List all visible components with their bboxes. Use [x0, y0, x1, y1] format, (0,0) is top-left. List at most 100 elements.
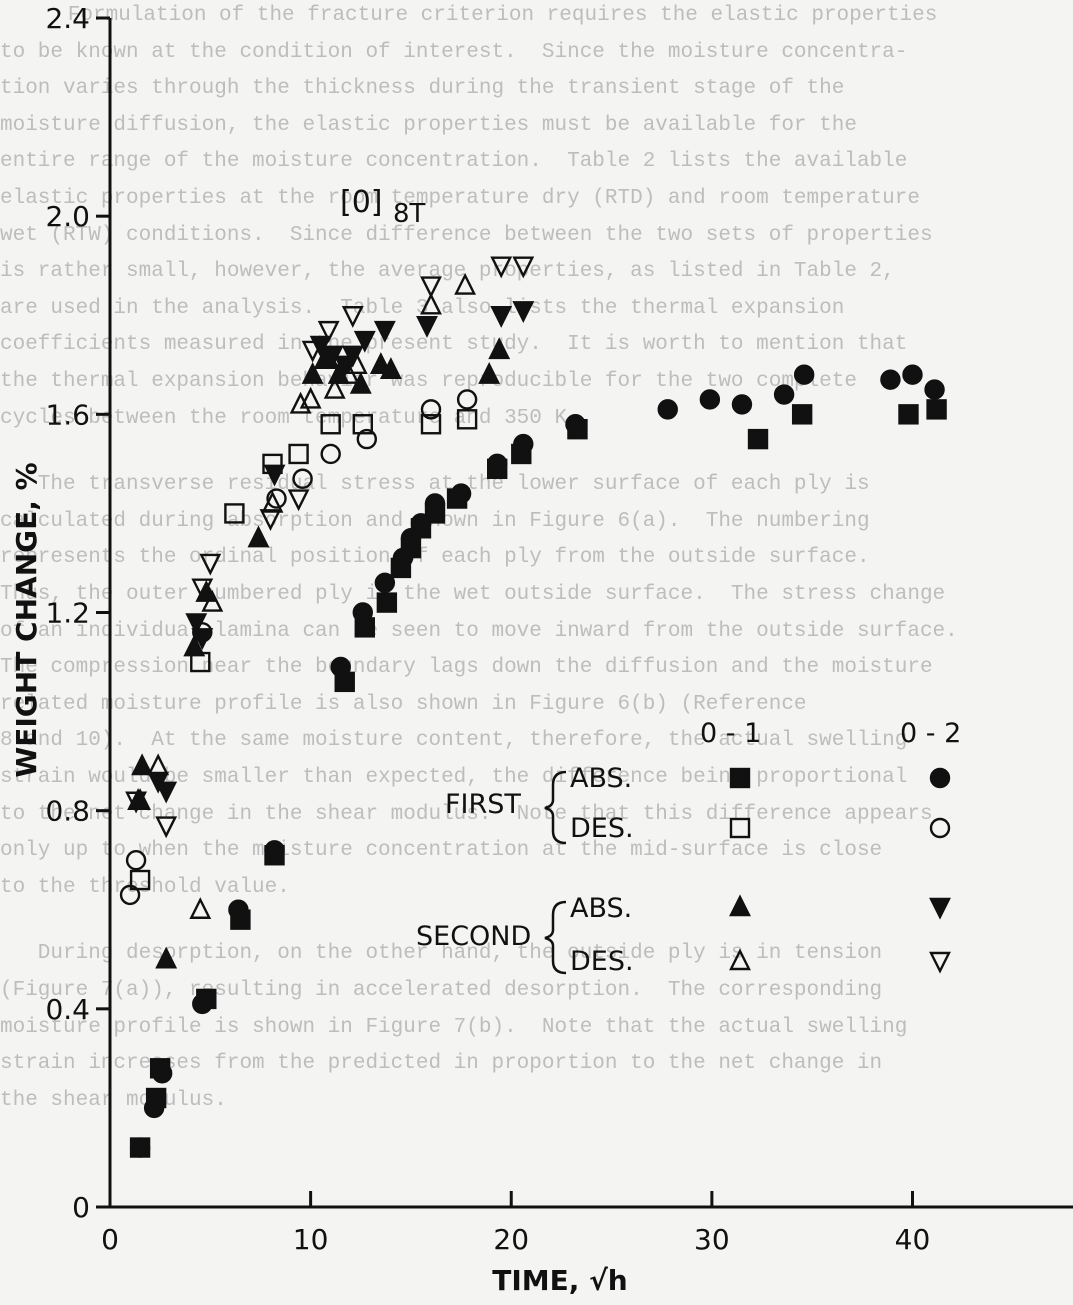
- legend-marker: [929, 951, 951, 974]
- data-point: [490, 256, 513, 279]
- background-text-line: to the threshold value.: [0, 875, 290, 899]
- data-point: [512, 256, 535, 279]
- data-point: [400, 527, 422, 549]
- legend-column-0-2: 0 - 2: [900, 718, 961, 749]
- data-point: [420, 292, 442, 315]
- data-point: [657, 399, 678, 420]
- data-point: [129, 869, 151, 891]
- x-tick-label: 30: [694, 1223, 730, 1256]
- data-point: [410, 513, 432, 534]
- data-point: [488, 337, 511, 360]
- x-axis-title: TIME, √h: [492, 1264, 628, 1297]
- data-point: [352, 602, 373, 623]
- data-point: [791, 404, 813, 425]
- data-point: [454, 272, 477, 295]
- data-point: [902, 364, 923, 385]
- legend-group-second: SECOND: [416, 921, 531, 952]
- legend-marker: [729, 894, 751, 917]
- x-tick-label: 40: [895, 1223, 931, 1256]
- data-point: [374, 572, 396, 593]
- y-tick-label: 0.8: [45, 795, 90, 828]
- data-point: [330, 656, 351, 678]
- legend-column-0-1: 0 - 1: [700, 718, 761, 749]
- data-point: [299, 386, 322, 409]
- data-point: [263, 464, 286, 487]
- data-point: [320, 443, 341, 465]
- data-point: [512, 301, 535, 323]
- data-point: [379, 357, 402, 379]
- data-point: [420, 399, 442, 420]
- legend-marker: [929, 767, 951, 789]
- data-point: [155, 781, 178, 804]
- y-axis-title: WEIGHT CHANGE, %: [10, 462, 43, 777]
- data-point: [898, 404, 919, 425]
- legend-second-des: DES.: [570, 946, 634, 977]
- data-point: [323, 376, 346, 399]
- background-text-line: are used in the analysis. Table 3 also l…: [0, 296, 845, 320]
- data-point: [301, 362, 324, 384]
- data-point: [456, 409, 478, 430]
- data-point: [424, 493, 446, 514]
- data-point: [747, 428, 769, 450]
- legend-marker: [729, 817, 751, 839]
- background-text-line: represents the ordinal position of each …: [0, 546, 870, 570]
- data-point: [353, 330, 376, 353]
- data-point: [131, 753, 154, 776]
- data-point: [345, 352, 368, 374]
- data-point: [201, 589, 224, 612]
- background-text-line: Formulation of the fracture criterion re…: [30, 4, 938, 27]
- data-point: [266, 488, 287, 509]
- data-point: [416, 315, 438, 338]
- legend-group-first: FIRST: [445, 789, 521, 820]
- legend-marker: [929, 897, 951, 920]
- data-point: [189, 897, 212, 919]
- data-point: [199, 553, 222, 576]
- data-point: [456, 389, 478, 410]
- data-point: [924, 379, 945, 400]
- x-tick-label: 10: [293, 1223, 329, 1256]
- data-point: [247, 525, 270, 548]
- legend-first-abs: ABS.: [570, 763, 632, 794]
- data-point: [392, 547, 414, 569]
- data-point: [793, 364, 815, 385]
- background-text-line: to be known at the condition of interest…: [0, 40, 908, 64]
- data-point: [155, 816, 178, 839]
- background-text-line: moisture profile is shown in Figure 7(b)…: [0, 1015, 908, 1039]
- data-point: [565, 414, 586, 435]
- data-point: [487, 453, 508, 475]
- y-tick-label: 0.4: [45, 993, 90, 1026]
- background-text-line: wet (RTW) conditions. Since difference b…: [0, 223, 933, 247]
- data-point: [352, 414, 373, 435]
- background-text-line: (Figure 7(a)), resulting in accelerated …: [0, 979, 883, 1002]
- y-tick-label: 0: [72, 1191, 90, 1224]
- y-tick-label: 2.0: [45, 200, 90, 233]
- data-point: [731, 394, 753, 415]
- background-text-line: strain increases from the predicted in p…: [0, 1052, 883, 1076]
- background-text-line: related moisture profile is also shown i…: [0, 692, 807, 716]
- data-point: [125, 791, 148, 814]
- data-point: [373, 320, 396, 343]
- data-point: [356, 428, 377, 450]
- data-point: [125, 850, 147, 871]
- background-text-line: 8 and 10). At the same moisture content,…: [0, 729, 908, 753]
- legend-first-des: DES.: [570, 813, 634, 844]
- background-text-line: coefficients measured in the present stu…: [0, 333, 908, 357]
- data-point: [129, 1137, 151, 1158]
- data-point: [192, 993, 213, 1015]
- data-point: [119, 884, 141, 906]
- legend-second-brace: [544, 900, 567, 975]
- background-text-line: the thermal expansion behavior was repro…: [0, 370, 857, 393]
- data-point: [926, 399, 947, 420]
- legend-marker: [729, 948, 751, 971]
- data-point: [143, 1097, 165, 1119]
- background-text-line: tion varies through the thickness during…: [0, 77, 845, 101]
- data-point: [699, 389, 721, 410]
- data-point: [288, 443, 309, 465]
- data-point: [320, 414, 341, 435]
- chart-title-main: [0]: [340, 185, 383, 220]
- data-point: [420, 414, 442, 435]
- x-tick-label: 20: [493, 1223, 529, 1256]
- data-point: [450, 483, 472, 504]
- data-point: [261, 490, 284, 513]
- data-point: [155, 946, 178, 969]
